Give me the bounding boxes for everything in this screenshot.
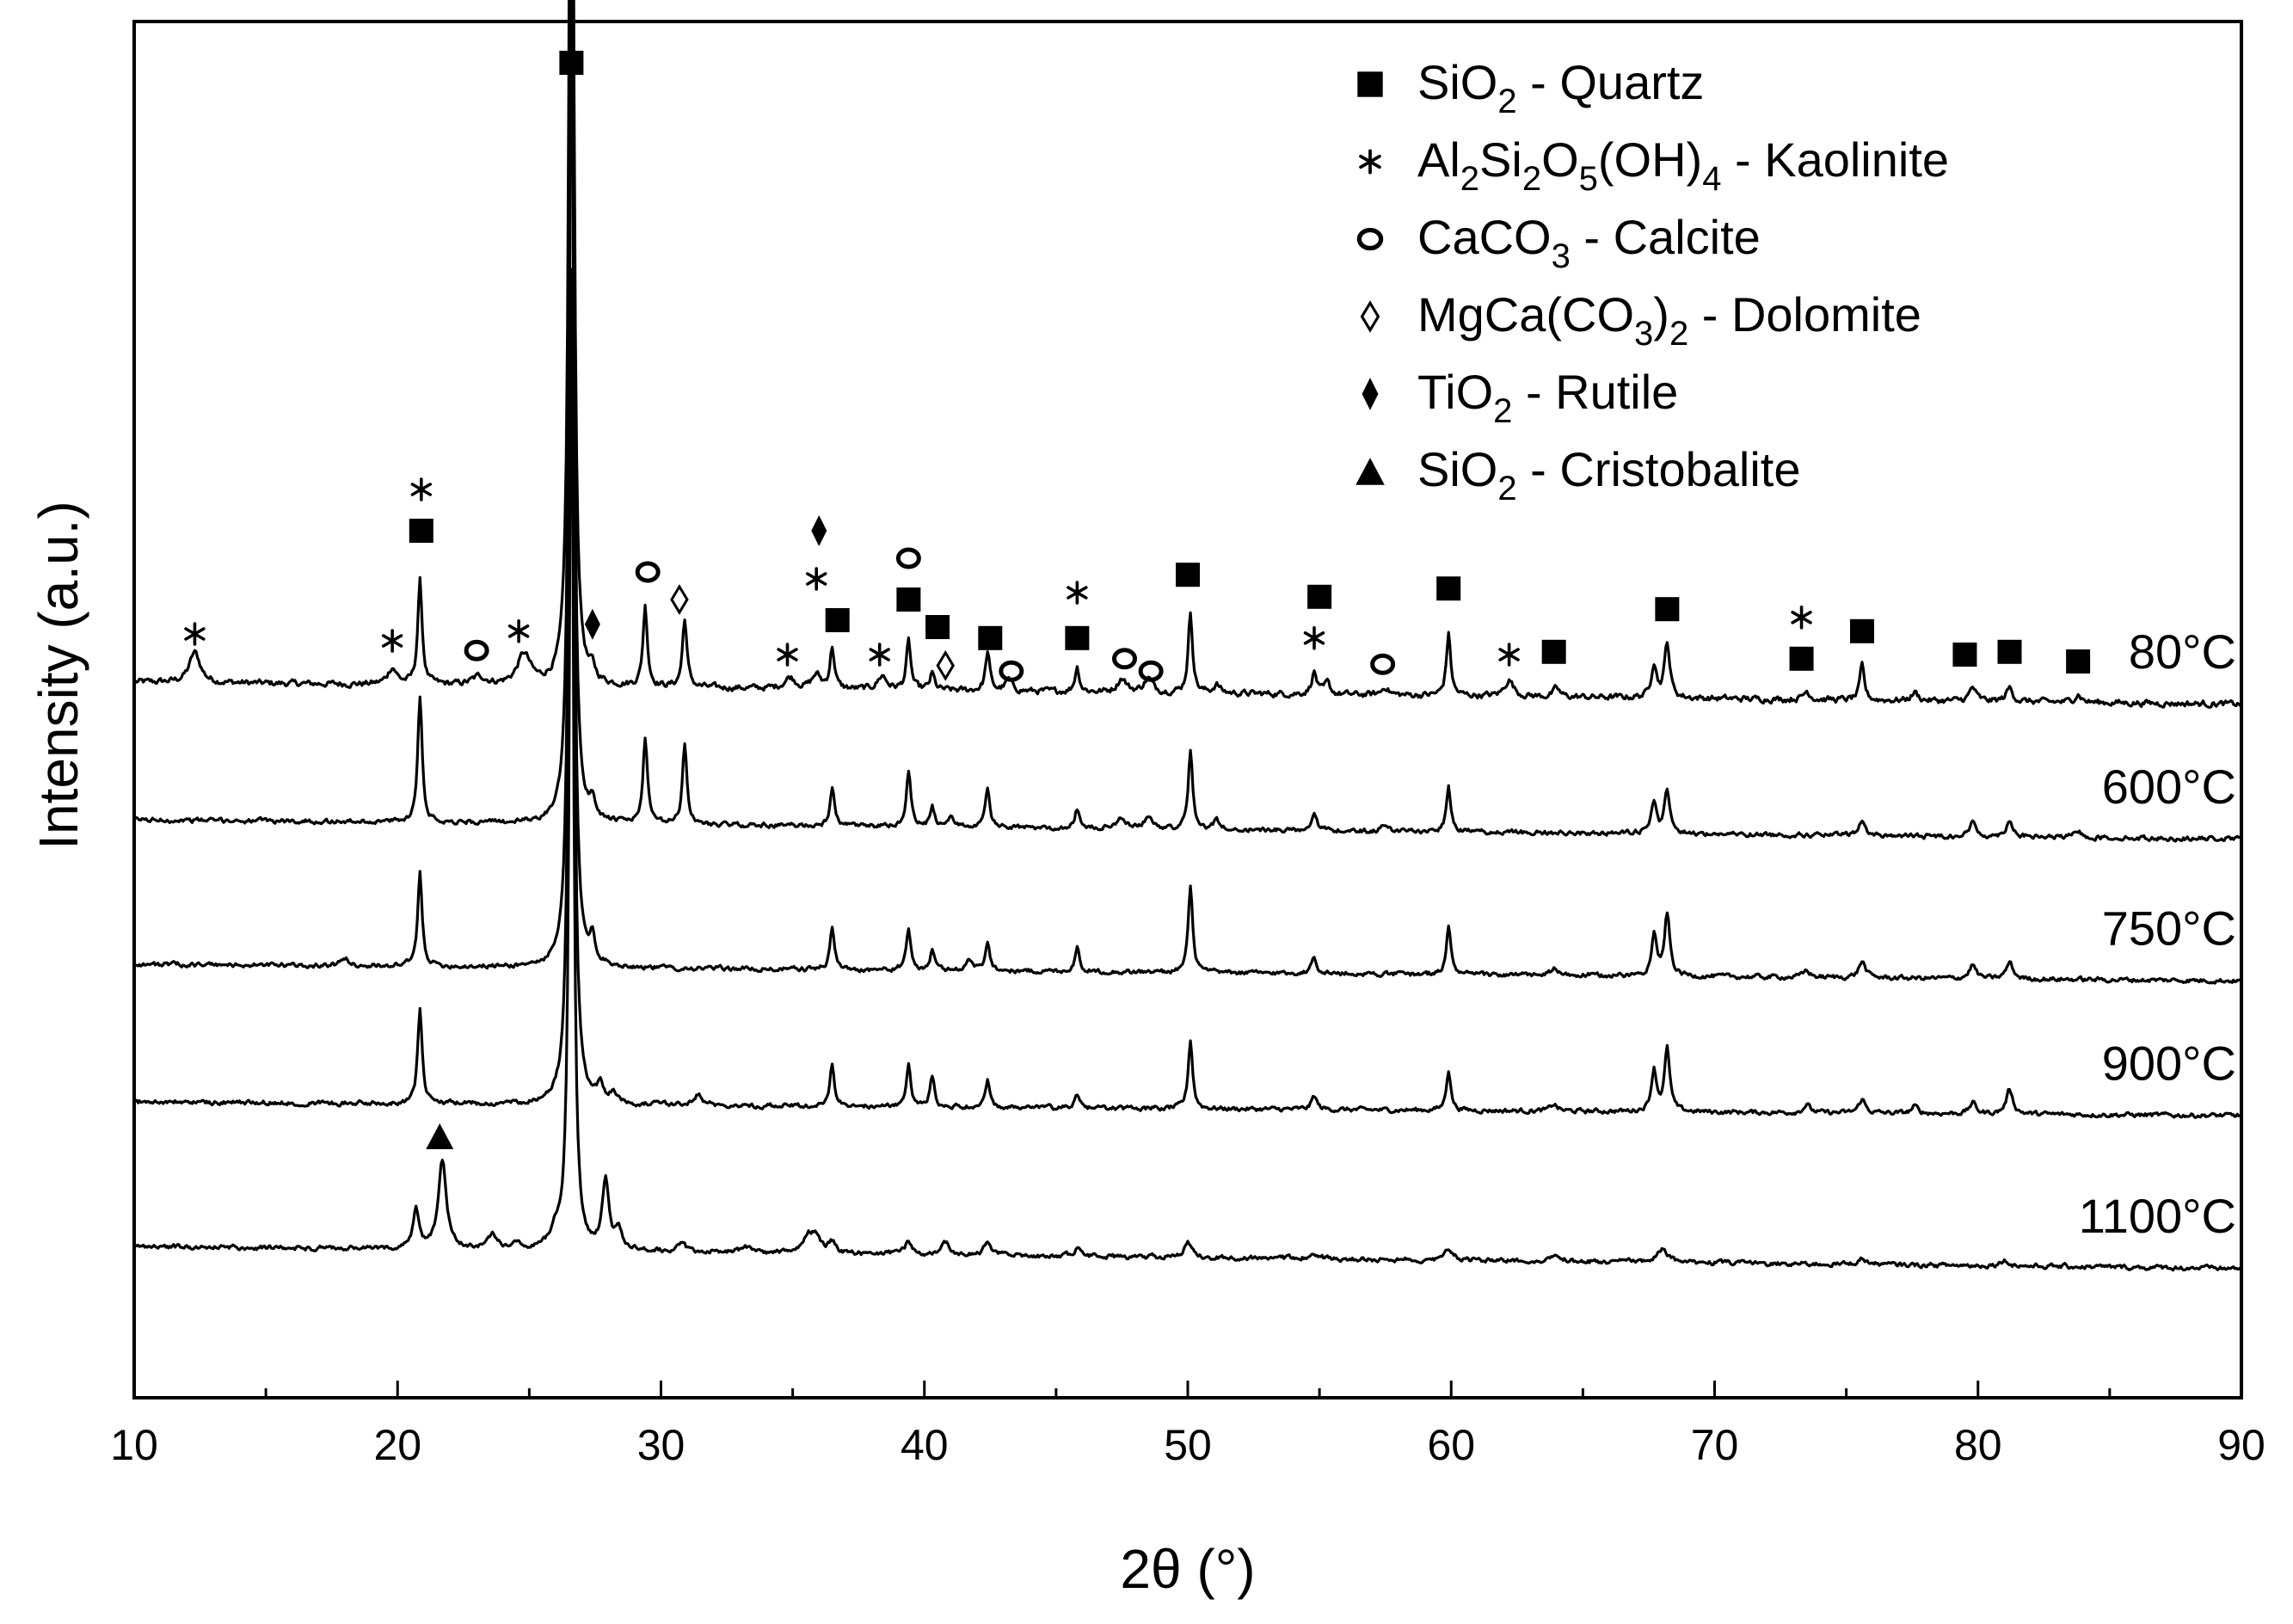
legend-item-sio2-quartz: SiO2 - Quartz (1357, 55, 1704, 120)
peak-marker-asterisk-icon (384, 631, 402, 651)
y-axis-title: Intensity (a.u.) (28, 501, 89, 850)
peak-marker-triangle-icon (426, 1123, 453, 1149)
peak-marker-circle-icon (637, 563, 658, 581)
legend-item-sio2-cristobalite: SiO2 - Cristobalite (1356, 442, 1800, 508)
peak-marker-asterisk-icon (1792, 607, 1810, 628)
legend-triangle-icon (1356, 458, 1385, 485)
legend-label: Al2Si2O5(OH)4 - Kaolinite (1417, 132, 1949, 198)
peak-marker-asterisk-icon (186, 624, 204, 644)
peak-marker-diamond-filled-icon (811, 515, 827, 546)
legend-asterisk-icon (1361, 151, 1380, 172)
legend-label: SiO2 - Cristobalite (1417, 442, 1800, 508)
legend-square-icon (1357, 71, 1382, 96)
peak-marker-asterisk-icon (778, 644, 796, 665)
peak-marker-diamond-filled-icon (585, 609, 600, 640)
legend-label: CaCO3 - Calcite (1417, 210, 1761, 275)
peak-marker-square-icon (826, 608, 850, 632)
peak-marker-square-icon (1176, 563, 1200, 587)
peak-marker-square-icon (1790, 647, 1814, 671)
series-900-c-label: 900°C (2102, 1036, 2236, 1090)
legend-diamond-filled-icon (1362, 378, 1379, 410)
x-tick-label: 70 (1691, 1421, 1739, 1469)
peak-marker-diamond-open-icon (672, 587, 687, 612)
xrd-chart: 80°C 600°C 750°C 900°C 1100°C 10 20 30 40 50 60 70… (0, 0, 2293, 1624)
x-tick-label: 40 (901, 1421, 949, 1469)
legend-label: SiO2 - Quartz (1417, 55, 1704, 120)
legend-diamond-open-icon (1362, 303, 1379, 330)
peak-marker-asterisk-icon (870, 644, 888, 665)
peak-marker-asterisk-icon (1068, 582, 1086, 603)
peak-marker-square-icon (1850, 619, 1874, 643)
x-axis-title: 2θ (°) (1120, 1538, 1255, 1600)
legend: SiO2 - Quartz Al2Si2O5(OH)4 - Kaolinite Ca… (1356, 55, 1949, 508)
x-tick-label: 80 (1954, 1421, 2002, 1469)
series-80-c-label: 80°C (2129, 624, 2236, 679)
x-tick-label: 30 (637, 1421, 685, 1469)
peak-marker-square-icon (1065, 626, 1089, 650)
peak-marker-square-icon (1952, 643, 1976, 667)
peak-marker-circle-icon (1115, 650, 1135, 667)
peak-marker-square-icon (1655, 597, 1679, 621)
peak-marker-square-icon (1307, 585, 1331, 609)
legend-item-caco3-calcite: CaCO3 - Calcite (1359, 210, 1760, 275)
legend-item-al2si2o5-oh-4-kaolinite: Al2Si2O5(OH)4 - Kaolinite (1361, 132, 1949, 198)
series-600-c-line (136, 0, 2242, 841)
peak-marker-asterisk-icon (412, 479, 430, 500)
legend-item-tio2-rutile: TiO2 - Rutile (1362, 365, 1679, 430)
peak-marker-diamond-open-icon (937, 653, 953, 679)
peak-marker-square-icon (559, 51, 583, 75)
axes: 10 20 30 40 50 60 70 80 90 2θ (°) Intensity (a.u.) (28, 22, 2265, 1600)
peak-marker-square-icon (409, 519, 433, 543)
legend-label: MgCa(CO3)2 - Dolomite (1417, 287, 1921, 353)
legend-label: TiO2 - Rutile (1417, 365, 1678, 430)
peak-marker-asterisk-icon (808, 569, 826, 589)
x-tick-label: 20 (373, 1421, 421, 1469)
peak-marker-circle-icon (1001, 662, 1022, 680)
peak-marker-square-icon (2066, 649, 2090, 674)
peak-marker-circle-icon (898, 550, 919, 567)
x-tick-label: 10 (110, 1421, 158, 1469)
peak-marker-square-icon (1436, 576, 1460, 600)
series-600-c-label: 600°C (2102, 760, 2236, 814)
peak-marker-asterisk-icon (510, 621, 528, 642)
series-750-c-label: 750°C (2102, 901, 2236, 956)
peak-marker-square-icon (978, 626, 1002, 650)
peak-marker-square-icon (925, 615, 950, 639)
legend-circle-icon (1359, 231, 1380, 249)
peak-marker-circle-icon (466, 642, 487, 659)
peak-marker-square-icon (1542, 640, 1566, 664)
x-tick-label: 60 (1427, 1421, 1475, 1469)
peak-marker-asterisk-icon (1306, 628, 1324, 649)
series-labels: 80°C 600°C 750°C 900°C 1100°C (2079, 624, 2236, 1243)
series-1100-c-label: 1100°C (2079, 1189, 2236, 1243)
x-tick-label: 50 (1164, 1421, 1212, 1469)
plot-frame (134, 22, 2241, 1398)
series-80-c-line (136, 0, 2242, 707)
peak-marker-asterisk-icon (1500, 644, 1518, 665)
peak-marker-square-icon (896, 587, 920, 612)
phase-annotations (186, 51, 2090, 1149)
series-curves (136, 0, 2242, 1270)
peak-marker-square-icon (1998, 640, 2022, 664)
x-tick-label: 90 (2217, 1421, 2265, 1469)
peak-marker-circle-icon (1373, 655, 1393, 673)
legend-item-mgca-co3-2-dolomite: MgCa(CO3)2 - Dolomite (1362, 287, 1921, 353)
